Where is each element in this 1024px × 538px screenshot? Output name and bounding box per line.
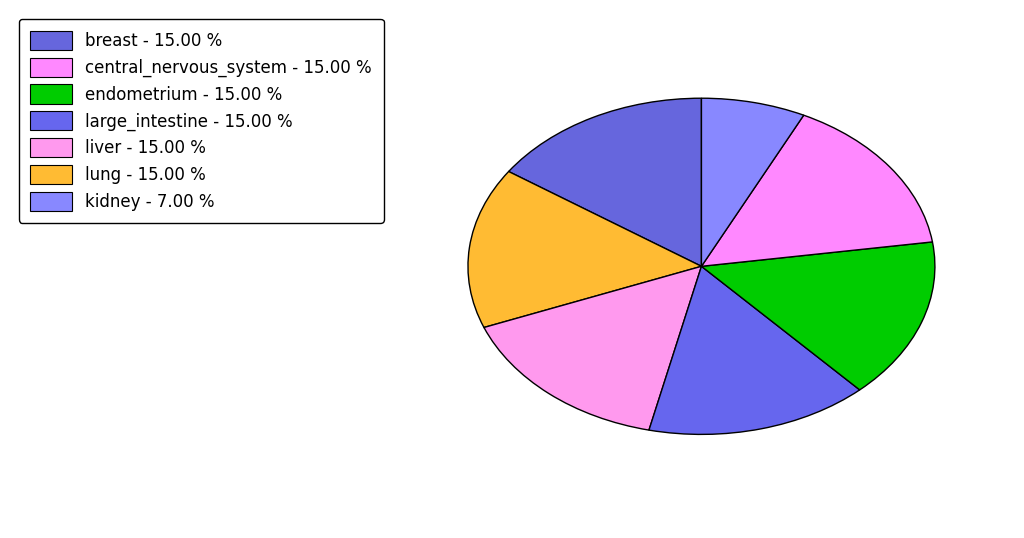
Wedge shape [701,242,935,390]
Wedge shape [649,266,860,434]
Wedge shape [509,98,701,266]
Legend: breast - 15.00 %, central_nervous_system - 15.00 %, endometrium - 15.00 %, large: breast - 15.00 %, central_nervous_system… [18,19,384,223]
Wedge shape [468,172,701,328]
Wedge shape [701,98,804,266]
Wedge shape [484,266,701,430]
Wedge shape [701,115,933,266]
